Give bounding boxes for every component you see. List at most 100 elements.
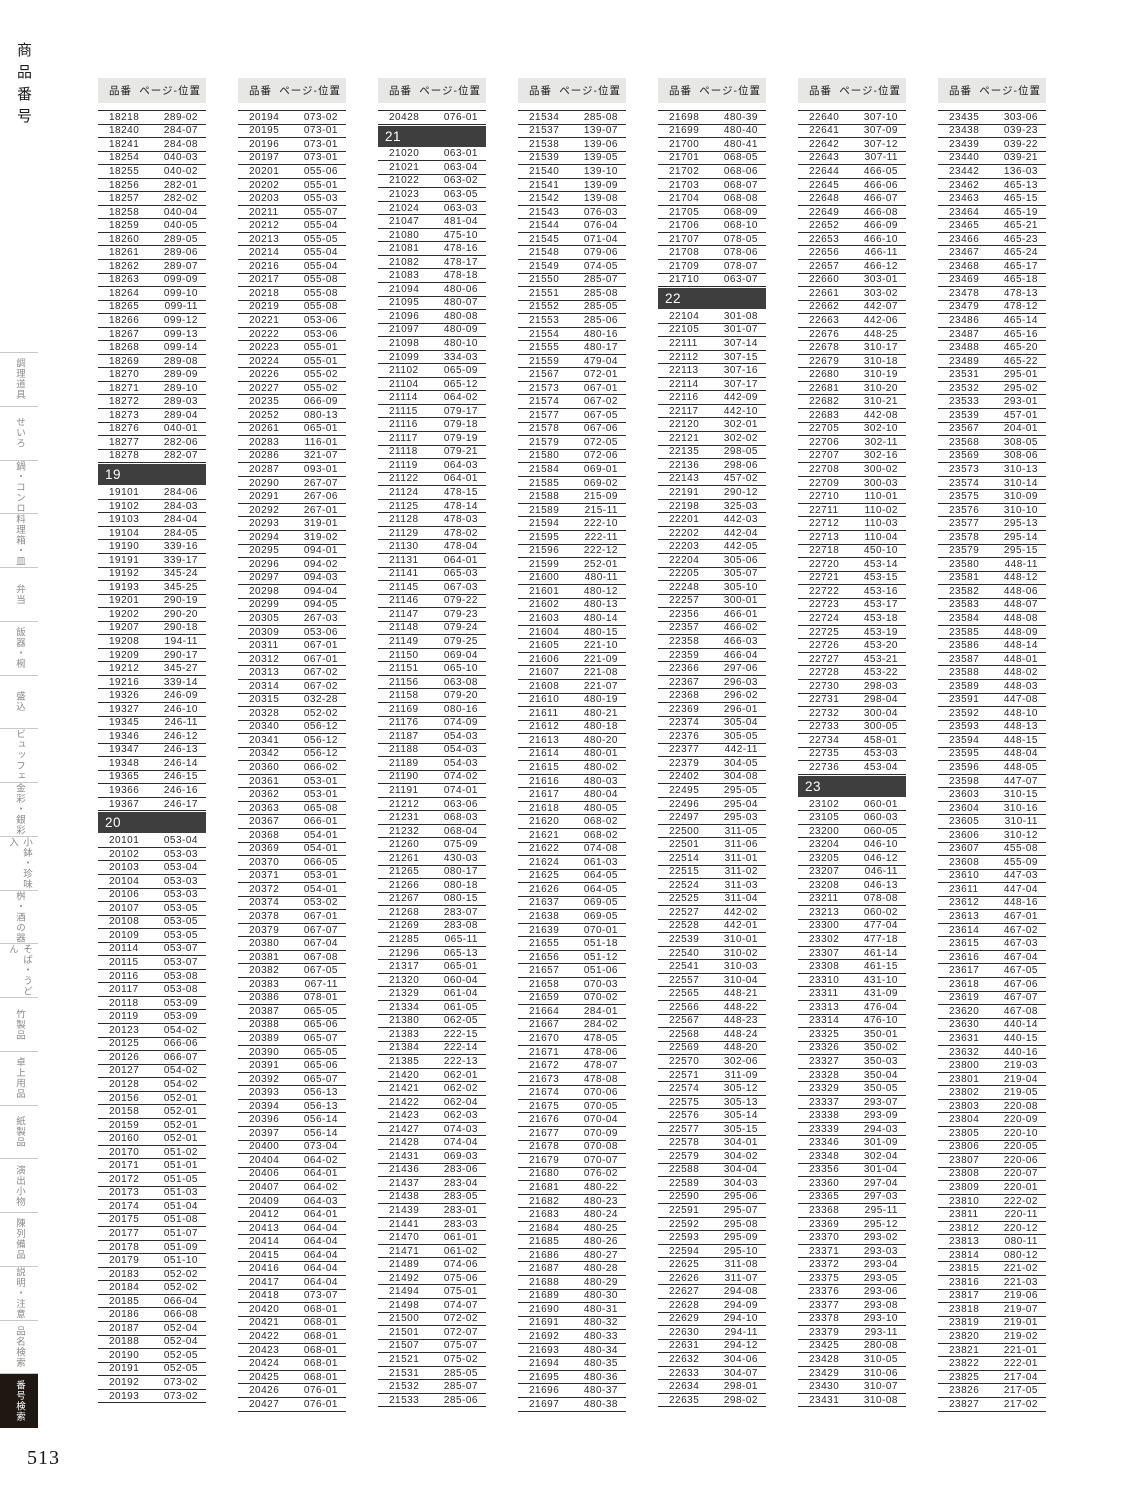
table-row: 23804 220-09 — [938, 1113, 1046, 1128]
item-number: 22539 — [669, 934, 700, 946]
item-number: 21567 — [529, 369, 560, 381]
page-position: 319-01 — [303, 518, 338, 530]
page-position: 310-15 — [1003, 789, 1038, 801]
page-position: 053-01 — [303, 775, 338, 787]
table-row: 22726 453-20 — [798, 639, 906, 653]
item-number: 22579 — [669, 1150, 700, 1162]
page-position: 310-21 — [863, 396, 898, 408]
table-row: 21118 079-21 — [378, 446, 486, 460]
item-number: 22135 — [669, 446, 700, 458]
page-position: 069-04 — [443, 649, 478, 661]
table-row: 20224 055-01 — [238, 355, 346, 369]
page-title-vertical: 商品番号 — [15, 42, 31, 130]
page-position: 194-11 — [164, 636, 198, 647]
table-row: 21531 285-05 — [378, 1367, 486, 1381]
page-position: 448-09 — [1003, 626, 1038, 638]
item-number: 23465 — [949, 220, 980, 232]
item-number: 20390 — [249, 1046, 280, 1058]
table-row: 21533 285-06 — [378, 1394, 486, 1408]
page-position: 311-06 — [724, 839, 758, 851]
page-position: 065-01 — [303, 423, 338, 435]
item-number: 22565 — [669, 988, 700, 1000]
section-band: 21 — [378, 125, 486, 147]
page-position: 055-02 — [303, 369, 338, 381]
page-position: 079-17 — [443, 405, 478, 417]
table-row: 18258 040-04 — [98, 206, 206, 220]
page-position: 078-08 — [863, 893, 898, 905]
page-position: 307-12 — [863, 138, 898, 150]
page-position: 064-03 — [303, 1195, 338, 1207]
page-position: 063-06 — [443, 798, 478, 810]
item-number: 20299 — [249, 599, 280, 611]
page-position: 466-09 — [863, 220, 898, 232]
page-position: 465-24 — [1003, 247, 1038, 259]
table-row: 23574 310-14 — [938, 477, 1046, 491]
table-row: 21097 480-09 — [378, 324, 486, 338]
page-position: 067-01 — [303, 640, 338, 652]
item-number: 23603 — [949, 789, 980, 801]
item-number: 21147 — [389, 608, 419, 620]
page-position: 304-03 — [723, 1177, 758, 1189]
page-position: 062-01 — [443, 1069, 478, 1081]
page-position: 345-24 — [163, 568, 198, 580]
table-row: 20428 076-01 — [378, 111, 486, 125]
page-position: 220-01 — [1003, 1181, 1038, 1193]
page-position: 069-02 — [583, 477, 618, 489]
table-row: 18271 289-10 — [98, 382, 206, 396]
table-row: 22205 305-07 — [658, 568, 766, 582]
table-row: 22679 310-18 — [798, 355, 906, 369]
page-position: 448-23 — [723, 1015, 758, 1027]
item-number: 21427 — [389, 1123, 420, 1135]
table-row: 20427 076-01 — [238, 1398, 346, 1412]
page-position: 453-04 — [863, 762, 898, 774]
page-position: 302-11 — [864, 436, 898, 448]
table-row: 22625 311-08 — [658, 1258, 766, 1272]
item-number: 20123 — [109, 1024, 140, 1036]
page-position: 295-01 — [1003, 369, 1038, 381]
item-number: 22660 — [809, 274, 840, 286]
table-row: 20382 067-05 — [238, 964, 346, 978]
page-position: 294-11 — [724, 1326, 758, 1338]
table-row: 22653 466-10 — [798, 233, 906, 247]
table-row: 23820 219-02 — [938, 1330, 1046, 1344]
item-number: 22590 — [669, 1191, 700, 1203]
item-number: 19216 — [109, 676, 140, 688]
item-number: 22709 — [809, 477, 840, 489]
page-position: 294-08 — [723, 1286, 758, 1298]
page-position: 252-01 — [583, 558, 618, 570]
table-row: 21695 480-36 — [518, 1371, 626, 1385]
column-header: 品番 ページ-位置 — [798, 78, 906, 103]
page-position: 478-17 — [443, 256, 478, 268]
table-row: 21421 062-02 — [378, 1082, 486, 1096]
item-number: 21621 — [529, 829, 560, 841]
table-row: 22735 453-03 — [798, 748, 906, 762]
item-number: 18241 — [109, 138, 140, 150]
item-number: 18256 — [109, 179, 140, 191]
page-position: 453-21 — [863, 653, 898, 665]
page-position: 053-09 — [163, 997, 198, 1009]
item-number: 23592 — [949, 707, 980, 719]
table-row: 23605 310-11 — [938, 815, 1046, 829]
table-row: 18241 284-08 — [98, 138, 206, 152]
table-row: 18265 099-11 — [98, 301, 206, 315]
item-number: 21604 — [529, 626, 560, 638]
page-position: 074-07 — [443, 1299, 478, 1311]
item-number: 23466 — [949, 233, 980, 245]
table-row: 21383 222-15 — [378, 1028, 486, 1042]
table-row: 20217 055-08 — [238, 274, 346, 288]
table-row: 23438 039-23 — [938, 125, 1046, 139]
page-position: 065-07 — [303, 1073, 338, 1085]
page-position: 297-06 — [723, 663, 758, 675]
table-row: 23576 310-10 — [938, 504, 1046, 518]
table-row: 21594 222-10 — [518, 517, 626, 531]
item-number: 23464 — [949, 206, 980, 218]
item-number: 23613 — [949, 911, 980, 923]
table-row: 20261 065-01 — [238, 423, 346, 437]
page-position: 053-02 — [303, 897, 338, 909]
item-number: 21116 — [389, 419, 418, 431]
item-number: 22730 — [809, 680, 840, 692]
page-position: 046-10 — [863, 839, 898, 851]
page-position: 310-17 — [863, 342, 898, 354]
page-position: 221-01 — [1003, 1344, 1038, 1356]
table-row: 22648 466-07 — [798, 192, 906, 206]
